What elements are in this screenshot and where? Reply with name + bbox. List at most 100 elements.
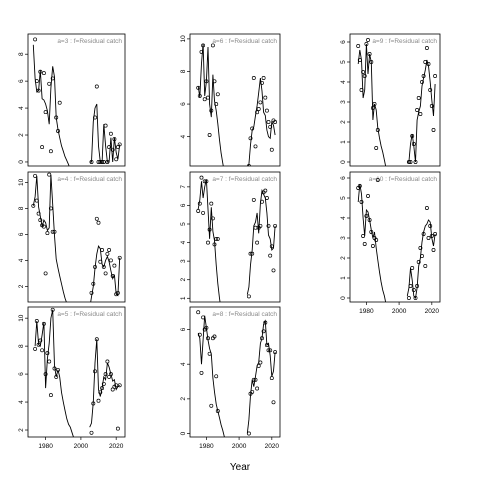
data-point [207,133,212,137]
y-tick-label: 1 [180,296,187,300]
data-point [264,343,269,348]
panel-label: a=3 : f=Residual catch [57,38,122,45]
data-point [31,203,36,208]
data-point [47,172,52,177]
data-point [374,146,379,150]
series-line [407,59,436,163]
data-point [34,79,39,84]
y-tick-label: 8 [18,206,25,210]
y-tick-label: 2 [18,428,25,432]
data-point [266,120,271,124]
data-point [206,240,210,245]
x-tick-label: 1980 [199,443,214,450]
x-tick-label: 1980 [38,443,53,450]
series-line [247,77,276,166]
series-line [34,309,74,437]
data-point [210,216,215,221]
data-point [359,88,364,92]
data-point [201,43,206,48]
data-point [50,307,55,312]
chart-panel-5: a=7 : f=Residual catch 1 2 3 4 5 6 7 [180,171,281,303]
data-point [268,124,273,129]
chart-panel-3: a=9 : f=Residual catch 0 1 2 3 4 5 6 [340,33,441,167]
data-point [261,76,266,80]
panel-frame [27,171,126,303]
panel-frame [27,306,126,438]
data-point [204,325,209,330]
data-point [91,401,96,406]
y-tick-label: 2 [18,133,25,137]
panel-frame [27,33,126,167]
data-point [89,290,94,295]
data-point [266,348,271,353]
data-point [108,131,113,136]
y-tick-label: 2 [340,256,347,260]
data-point [207,351,212,356]
data-point [105,359,110,364]
data-point [406,160,411,164]
data-point [246,164,251,166]
data-point [103,372,108,377]
data-point [260,336,264,341]
chart-panel-2: a=6 : f=Residual catch 4 6 8 10 [180,33,281,167]
data-point [38,338,43,343]
data-point [50,76,55,81]
data-point [36,88,41,93]
data-point [94,84,99,89]
series-line [89,339,120,428]
data-point [415,108,420,112]
data-point [41,224,46,229]
panel-frame [349,171,441,303]
panel-frame [189,306,281,438]
data-point [56,129,60,133]
y-tick-label: 10 [18,314,25,322]
data-point [110,387,115,392]
data-point [428,224,433,228]
data-point [107,145,112,150]
data-point [45,351,50,356]
data-point [57,100,62,105]
data-point [250,251,255,256]
y-tick-label: 6 [340,40,347,44]
data-point [199,370,204,375]
y-tick-label: 3 [340,236,347,240]
data-point [93,264,97,269]
panel-plot-area [196,310,278,437]
data-point [197,93,202,98]
data-point [416,260,421,264]
data-point [89,160,94,164]
data-point [96,160,101,164]
data-point [269,147,274,152]
data-point [34,319,39,323]
data-point [100,160,105,164]
data-point [196,209,201,213]
data-point [421,74,426,78]
x-tick-label: 2020 [425,308,440,315]
data-point [428,88,433,92]
data-point [248,251,253,256]
data-point [197,201,202,206]
data-point [93,115,97,120]
data-point [357,184,362,188]
data-point [214,236,219,241]
data-point [54,115,59,120]
data-point [38,69,43,74]
data-point [108,372,113,377]
data-point [101,381,106,386]
panel-label: a=4 : f=Residual catch [57,176,122,183]
data-point [117,142,122,147]
data-point [264,108,269,113]
data-point [98,390,103,395]
data-point [356,44,361,48]
data-point [100,386,105,391]
y-tick-label: 4 [18,106,25,110]
y-tick-label: 10 [18,178,25,186]
data-point [366,194,370,198]
panel-label: a=5 : f=Residual catch [57,311,122,318]
chart-panel-4: a=4 : f=Residual catch 2 4 6 8 10 [18,171,126,303]
y-tick-label: 6 [180,102,187,106]
series-line [197,43,224,166]
data-point [266,223,271,228]
y-tick-label: 4 [180,134,187,138]
